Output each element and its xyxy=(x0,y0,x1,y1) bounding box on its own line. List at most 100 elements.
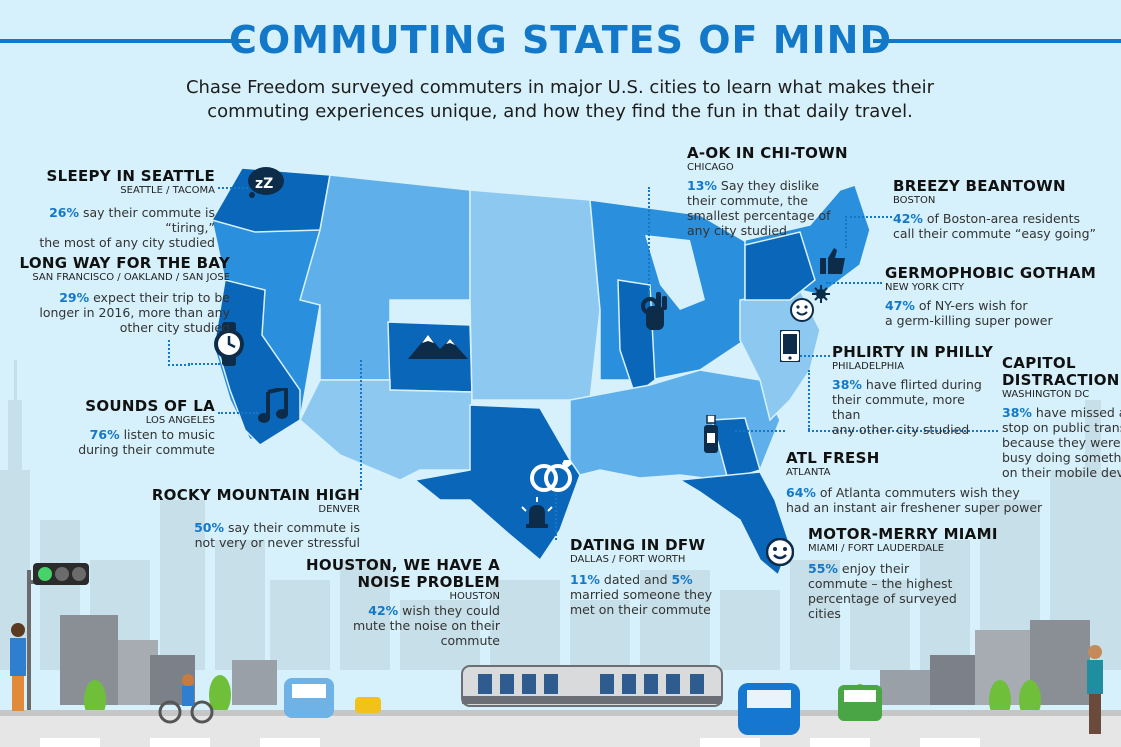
callout-heading: SOUNDS OF LA xyxy=(85,397,215,415)
callout-heading-2: DISTRACTION xyxy=(1002,371,1120,389)
callout-line: commute xyxy=(440,633,500,648)
callout-line: of NY-ers wish for xyxy=(914,298,1028,313)
stat-value: 13% xyxy=(687,178,717,193)
callout-chicago: A-OK IN CHI-TOWN CHICAGO 13% Say they di… xyxy=(687,144,857,239)
callout-line: call their commute “easy going” xyxy=(893,226,1097,241)
callout-city: NEW YORK CITY xyxy=(885,282,965,293)
map-region-newyork xyxy=(744,231,816,301)
stat-value: 64% xyxy=(786,485,816,500)
callout-line: busy doing somethin xyxy=(1002,450,1121,465)
stat-value-2: 5% xyxy=(671,572,693,587)
leader-philly xyxy=(800,355,830,357)
callout-heading-1: CAPITOL xyxy=(1002,355,1076,372)
callout-line: wish they could xyxy=(398,603,500,618)
smiley-icon xyxy=(790,298,814,326)
callout-text: 26% say their commute is “tiring,” xyxy=(10,205,215,235)
callout-line: have missed a xyxy=(1031,405,1121,420)
callout-heading: A-OK IN CHI-TOWN xyxy=(687,144,848,162)
callout-heading-1: HOUSTON, WE HAVE A xyxy=(306,556,500,574)
callout-line: the most of any city studied xyxy=(39,235,215,250)
leader-seattle xyxy=(218,187,248,189)
map-region-southwest xyxy=(299,379,473,481)
callout-city: MIAMI / FORT LAUDERDALE xyxy=(808,543,945,554)
callout-text: 50% say their commute is xyxy=(150,520,360,535)
map-region-georgia xyxy=(711,417,761,481)
map-region-northwest xyxy=(210,167,331,233)
callout-line: not very or never stressful xyxy=(194,535,360,550)
leader-bay-2 xyxy=(188,363,220,365)
callout-line: on their mobile devi xyxy=(1002,465,1121,480)
callout-dc: CAPITOL DISTRACTION WASHINGTON DC 38% ha… xyxy=(1002,355,1121,480)
callout-city: WASHINGTON DC xyxy=(1002,389,1090,400)
callout-heading: ATL FRESH xyxy=(786,449,880,467)
callout-line: commute – the highest xyxy=(808,576,953,591)
callout-city: BOSTON xyxy=(893,195,936,206)
leader-dc-2 xyxy=(808,430,998,432)
leader-dc xyxy=(808,370,810,430)
callout-heading: LONG WAY FOR THE BAY xyxy=(19,254,230,272)
watch-icon xyxy=(212,322,246,370)
page-subtitle: Chase Freedom surveyed commuters in majo… xyxy=(150,76,970,124)
callout-text: 42% wish they could xyxy=(300,603,500,618)
callout-text: 76% listen to music xyxy=(40,427,215,442)
map-region-greatlakes xyxy=(645,235,705,310)
stat-value: 38% xyxy=(832,377,862,392)
callout-city: DALLAS / FORT WORTH xyxy=(570,554,686,565)
stat-value: 47% xyxy=(885,298,915,313)
callout-text: 42% of Boston-area residents xyxy=(893,211,1118,226)
callout-line: a germ-killing super power xyxy=(885,313,1053,328)
callout-heading: PHLIRTY IN PHILLY xyxy=(832,343,994,361)
callout-text: 47% of NY-ers wish for xyxy=(885,298,1115,313)
bell-icon xyxy=(520,497,554,535)
callout-la: SOUNDS OF LA LOS ANGELES 76% listen to m… xyxy=(40,397,215,458)
callout-nyc: GERMOPHOBIC GOTHAM NEW YORK CITY 47% of … xyxy=(885,265,1115,329)
callout-line: of Atlanta commuters wish they xyxy=(815,485,1020,500)
callout-city: CHICAGO xyxy=(687,162,734,173)
callout-line: smallest percentage of xyxy=(687,208,831,223)
germ-icon xyxy=(812,285,830,307)
map-region-plains xyxy=(469,189,601,401)
air-freshener-icon xyxy=(702,414,720,457)
map-region-florida xyxy=(677,471,791,577)
callout-city: LOS ANGELES xyxy=(145,415,215,426)
callout-line: say their commute is xyxy=(224,520,360,535)
callout-line: married someone they xyxy=(570,587,713,602)
callout-heading: MOTOR-MERRY MIAMI xyxy=(808,525,998,543)
callout-line: had an instant air freshener super power xyxy=(786,500,1043,515)
callout-houston: HOUSTON, WE HAVE A NOISE PROBLEM HOUSTON… xyxy=(300,556,500,649)
stat-value: 50% xyxy=(194,520,225,535)
map-region-california xyxy=(214,279,301,446)
callout-line: any city studied xyxy=(687,223,787,238)
leader-denver xyxy=(360,360,362,490)
callout-heading-2: NOISE PROBLEM xyxy=(357,573,500,591)
title-rule-left xyxy=(0,39,250,43)
callout-seattle: SLEEPY IN SEATTLE SEATTLE / TACOMA 26% s… xyxy=(10,167,215,251)
leader-boston xyxy=(845,216,892,248)
stat-value: 55% xyxy=(808,561,838,576)
callout-line: mute the noise on their xyxy=(352,618,500,633)
thumbs-up-icon xyxy=(820,248,846,278)
callout-line: stop on public trans xyxy=(1002,420,1121,435)
stat-value: 26% xyxy=(49,205,80,220)
leader-chicago xyxy=(648,187,650,295)
callout-city: ATLANTA xyxy=(786,467,831,478)
happy-face-icon xyxy=(765,537,795,570)
callout-text: 11% dated and 5% xyxy=(570,572,740,587)
subtitle-line-1: Chase Freedom surveyed commuters in majo… xyxy=(185,77,935,98)
callout-boston: BREEZY BEANTOWN BOSTON 42% of Boston-are… xyxy=(893,177,1118,242)
callout-heading: SLEEPY IN SEATTLE xyxy=(46,167,215,185)
callout-city: HOUSTON xyxy=(449,591,500,602)
callout-line: percentage of surveyed xyxy=(808,591,957,606)
stat-value: 42% xyxy=(368,603,399,618)
callout-heading: BREEZY BEANTOWN xyxy=(893,177,1066,195)
music-note-icon xyxy=(258,385,288,428)
callout-line: of Boston-area residents xyxy=(922,211,1080,226)
callout-philly: PHLIRTY IN PHILLY PHILADELPHIA 38% have … xyxy=(832,343,997,438)
rings-icon xyxy=(528,458,576,498)
subtitle-line-2: commuting experiences unique, and how th… xyxy=(207,101,913,122)
leader-nyc xyxy=(826,282,882,284)
callout-line: other city studied xyxy=(119,320,230,335)
callout-bay: LONG WAY FOR THE BAY SAN FRANCISCO / OAK… xyxy=(5,254,231,336)
callout-dfw: DATING IN DFW DALLAS / FORT WORTH 11% da… xyxy=(570,537,740,618)
